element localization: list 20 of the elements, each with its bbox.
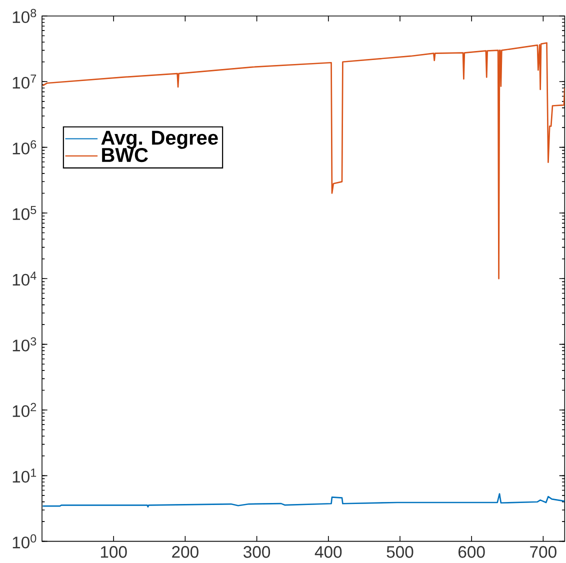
y-tick-label: 10$^{6}$: [12, 140, 36, 155]
y-tick-label: 10$^{2}$: [12, 403, 36, 418]
y-tick-label: 10$^{8}$: [12, 9, 36, 24]
y-tick-label: 10$^{4}$: [12, 272, 36, 286]
line-series: [42, 42, 565, 280]
x-tick-label: 100: [100, 546, 127, 558]
y-tick-label: 10$^{0}$: [12, 534, 36, 549]
x-tick-label: 700: [530, 546, 556, 558]
x-tick-label: 200: [172, 546, 198, 558]
y-tick-label: 10$^{1}$: [12, 468, 36, 483]
legend-label: Avg. Degree: [101, 131, 218, 150]
y-tick-label: 10$^{3}$: [12, 337, 36, 352]
legend-label: BWC: [102, 148, 148, 162]
y-tick-label: 10$^{7}$: [12, 74, 36, 89]
y-tick-label: 10$^{5}$: [12, 206, 36, 220]
x-tick-label: 300: [244, 546, 270, 558]
x-tick-label: 400: [314, 546, 342, 558]
line-series: [42, 493, 565, 508]
x-tick-label: 500: [386, 546, 414, 558]
x-tick-label: 600: [458, 546, 485, 558]
